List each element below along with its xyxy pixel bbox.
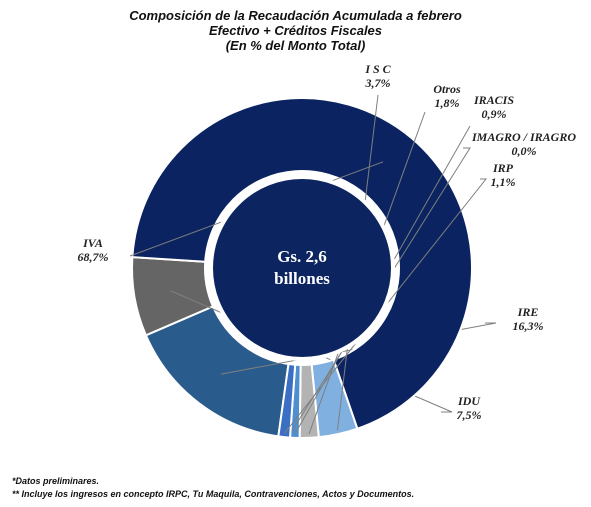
chart-title-line-2: Efectivo + Créditos Fiscales	[208, 23, 383, 38]
slice-name-imagro-iragro: IMAGRO / IRAGRO	[471, 130, 576, 144]
slice-value-i-s-c: 3,7%	[365, 76, 391, 90]
slice-name-i-s-c: I S C	[364, 62, 391, 76]
footnote-includes: ** Incluye los ingresos en concepto IRPC…	[12, 489, 415, 499]
center-disc	[209, 175, 395, 361]
slice-value-idu: 7,5%	[457, 408, 482, 422]
slice-value-ire: 16,3%	[513, 319, 544, 333]
slice-name-iva: IVA	[82, 236, 103, 250]
slice-irp	[277, 362, 297, 439]
slice-value-otros: 1,8%	[435, 96, 460, 110]
footnote-preliminary: *Datos preliminares.	[12, 476, 100, 486]
chart-title-line-3: (En % del Monto Total)	[225, 38, 366, 53]
slice-iva	[131, 97, 473, 431]
slice-value-iracis: 0,9%	[482, 107, 507, 121]
chart-title-line-1: Composición de la Recaudación Acumulada …	[129, 8, 462, 23]
slice-name-iracis: IRACIS	[473, 93, 514, 107]
slice-value-imagro-iragro: 0,0%	[512, 144, 537, 158]
center-label-line-1: Gs. 2,6	[277, 247, 327, 266]
center-label-line-2: billones	[274, 269, 330, 288]
slice-name-irp: IRP	[492, 161, 514, 175]
slice-value-irp: 1,1%	[491, 175, 516, 189]
leader-line-irp	[284, 178, 488, 434]
slice-name-idu: IDU	[457, 394, 481, 408]
slice-value-iva: 68,7%	[78, 250, 109, 264]
slice-name-otros: Otros	[433, 82, 461, 96]
slice-name-ire: IRE	[517, 305, 539, 319]
